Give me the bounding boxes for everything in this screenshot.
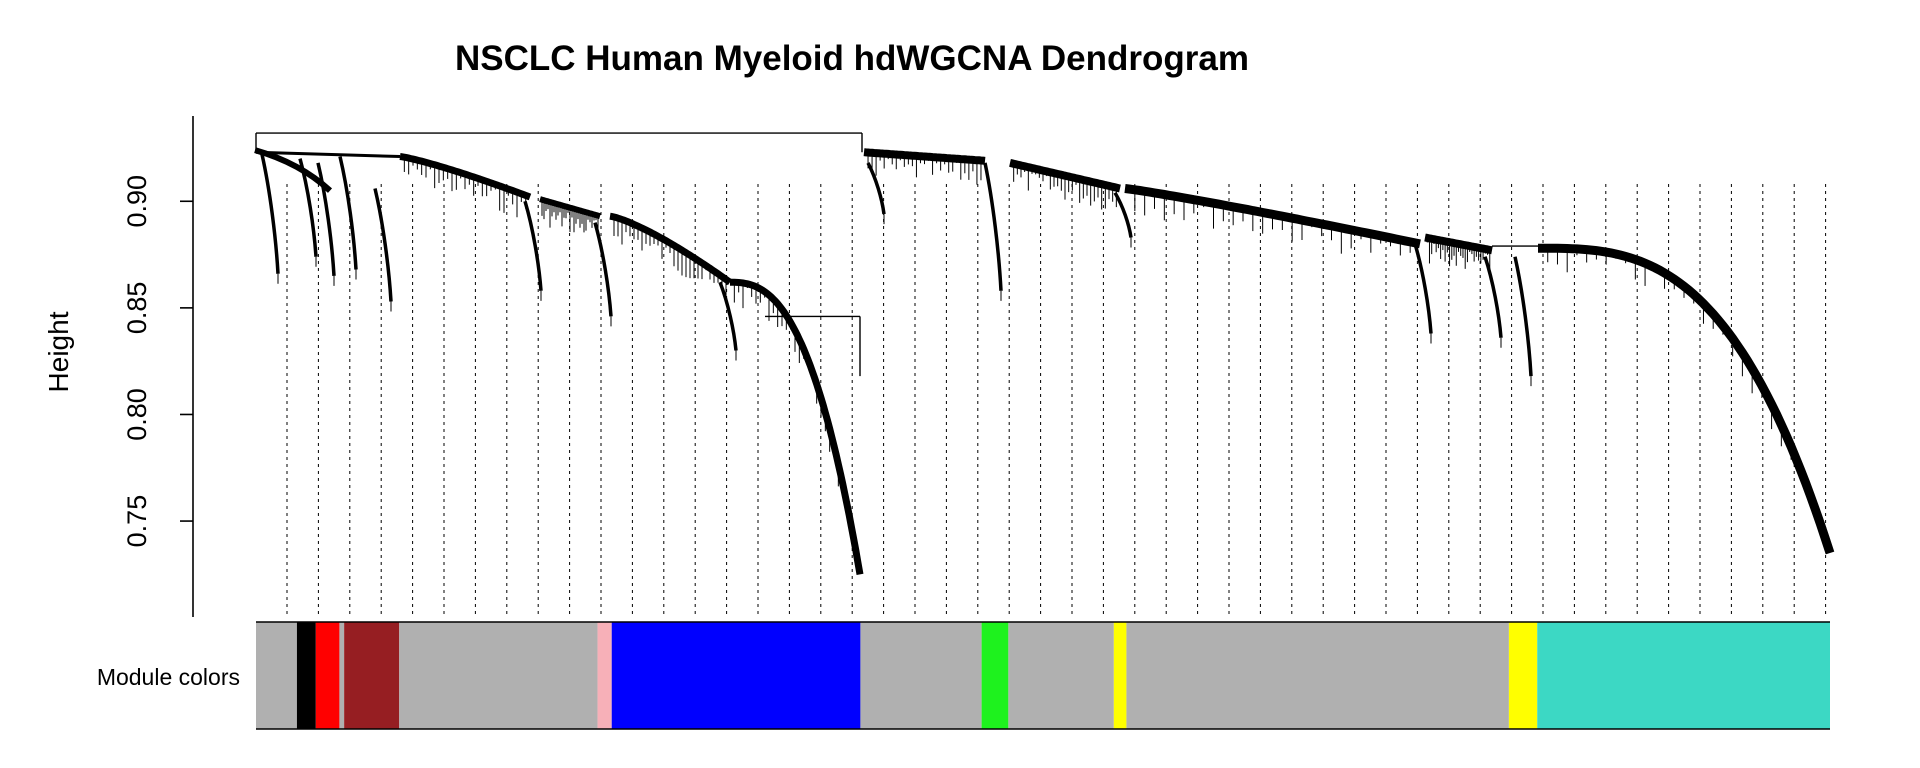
left-pendant-cluster [260, 153, 280, 274]
module-segment-turquoise [1537, 622, 1830, 729]
right-trunk-3 [1124, 184, 1421, 249]
module-segment-yellow [1113, 622, 1127, 729]
y-tick-label: 0.80 [122, 388, 152, 441]
module-segment-grey [339, 622, 345, 729]
leaf-guide-lines [286, 184, 1827, 617]
left-pendant-cluster [593, 222, 613, 317]
left-clade-bar [255, 150, 401, 159]
module-segment-yellow [1508, 622, 1538, 729]
module-segment-blue [611, 622, 861, 729]
left-pendant-cluster [338, 156, 358, 270]
chart-title: NSCLC Human Myeloid hdWGCNA Dendrogram [455, 39, 1249, 78]
module-segment-black [296, 622, 316, 729]
module-segment-grey [1126, 622, 1509, 729]
left-dense-branch [254, 147, 333, 193]
module-segment-grey [399, 622, 598, 729]
left-pendant-cluster [373, 188, 393, 302]
right-pendant-cluster [1113, 191, 1133, 238]
dendrogram-tree [254, 132, 1835, 576]
y-tick-label: 0.90 [122, 175, 152, 228]
left-pendant-cluster [316, 162, 336, 276]
left-trunk-3 [609, 212, 733, 286]
right-pendant-cluster [1413, 243, 1433, 334]
module-colors-label: Module colors [97, 664, 240, 690]
left-trunk-4 [730, 278, 864, 576]
module-segment-brown [344, 622, 400, 729]
left-pendant-cluster [718, 281, 738, 351]
y-tick-label: 0.75 [122, 495, 152, 548]
left-pendant-cluster [523, 200, 543, 291]
y-axis-title: Height [43, 311, 74, 392]
module-segment-grey [860, 622, 982, 729]
module-segment-grey [256, 622, 297, 729]
right-pendant-cluster [983, 162, 1003, 291]
right-pendant-cluster [1483, 256, 1503, 338]
right-pendant-cluster [866, 162, 886, 215]
right-pendant-cluster [1513, 256, 1533, 377]
y-tick-label: 0.85 [122, 282, 152, 335]
module-segment-pink [597, 622, 612, 729]
module-segment-green [981, 622, 1009, 729]
module-segment-red [315, 622, 340, 729]
module-segment-grey [1008, 622, 1114, 729]
module-color-bar [256, 621, 1830, 730]
y-axis-ticks: 0.75 0.80 0.85 0.90 [122, 175, 193, 547]
